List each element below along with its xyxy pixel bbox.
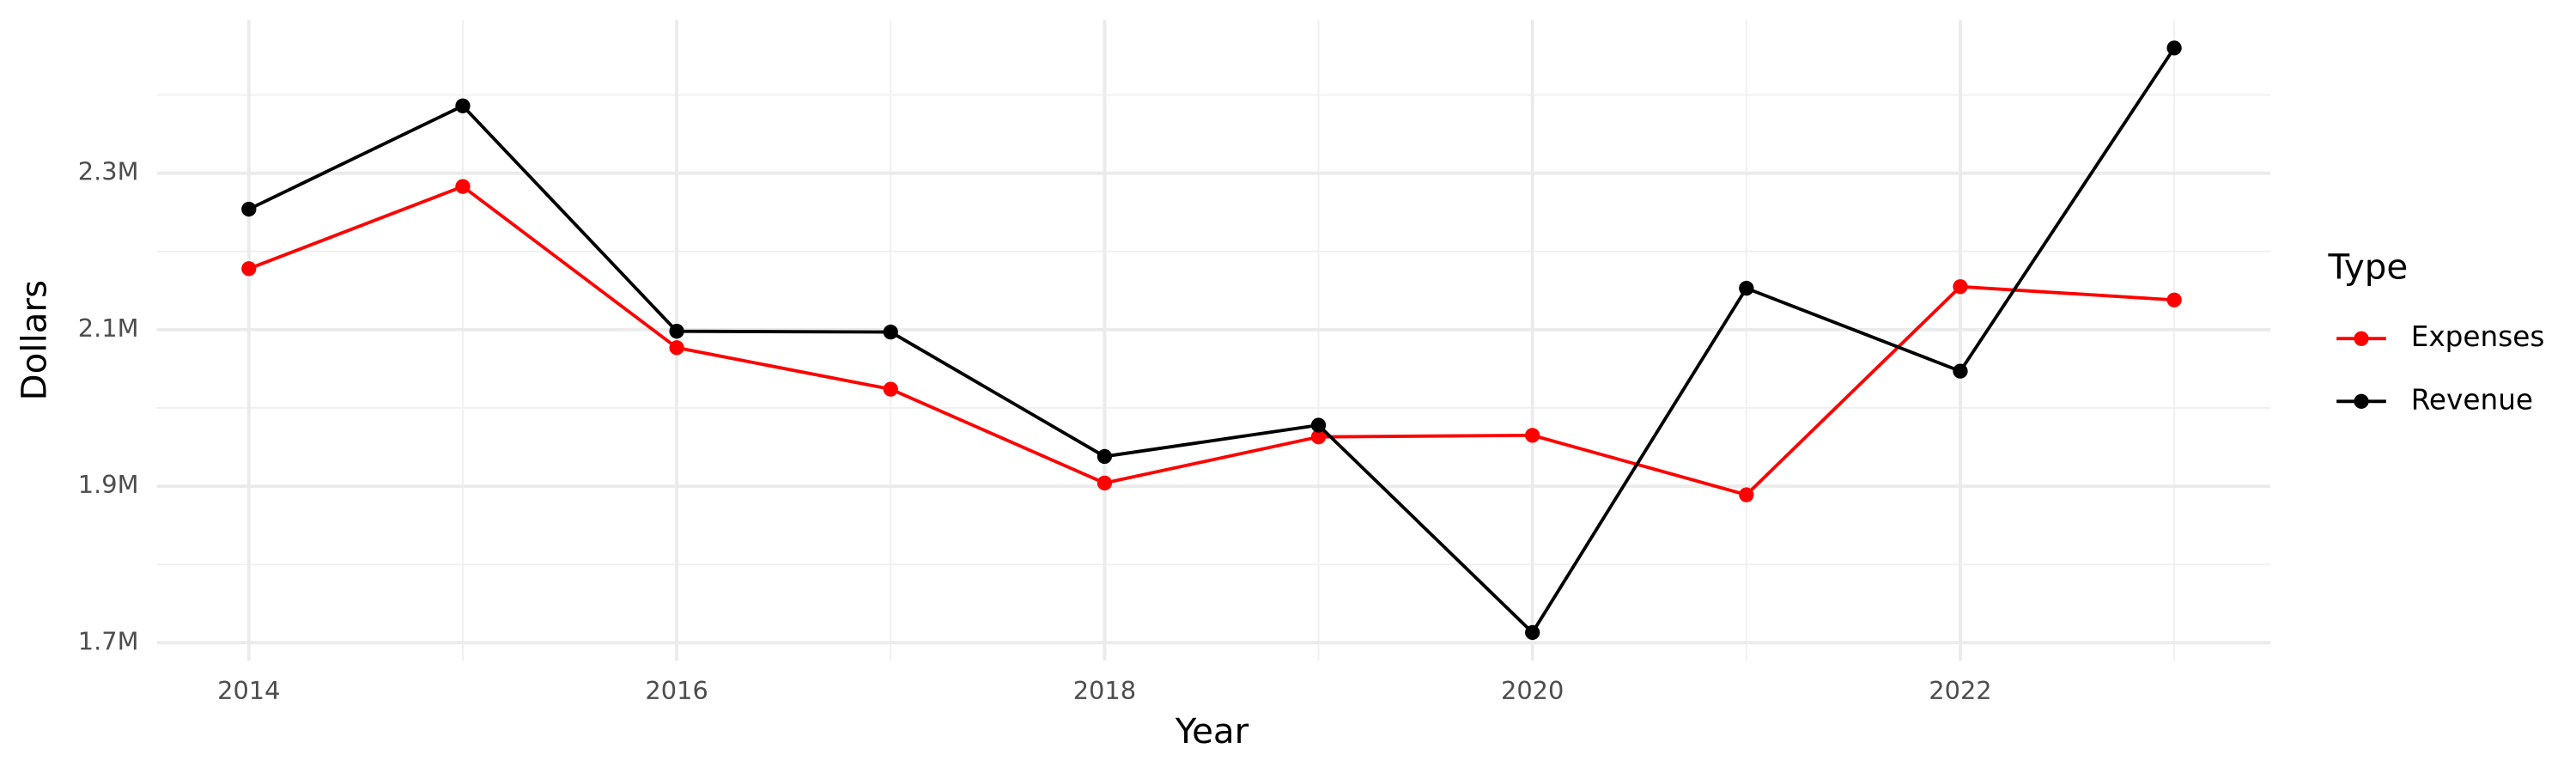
y-tick-label: 1.9M [78,470,139,499]
data-point [1310,417,1327,433]
legend-label: Expenses [2411,320,2545,353]
data-point [2166,292,2182,307]
legend-key-point [2354,393,2369,409]
x-tick-label: 2016 [645,676,708,705]
x-tick-label: 2022 [1929,676,1991,705]
legend-label: Revenue [2411,383,2533,416]
legend-key-point [2354,331,2369,346]
data-point [455,179,471,194]
x-tick-label: 2020 [1501,676,1564,705]
series-line [247,46,2176,636]
legend-title: Type [2328,247,2409,287]
data-point [1739,487,1754,502]
y-tick-label: 2.1M [78,313,139,343]
data-point [669,324,684,339]
data-point [883,324,898,340]
data-point [1525,428,1540,443]
data-point [1097,475,1113,491]
data-point [883,381,898,397]
data-point [1310,429,1327,445]
x-tick-label: 2014 [217,676,280,705]
data-point [1097,448,1113,465]
data-point [2166,40,2182,56]
data-point [241,261,257,277]
x-axis-title: Year [1175,711,1249,752]
data-point [1953,279,1968,295]
y-tick-label: 2.3M [78,157,139,186]
series-line [248,184,2175,497]
data-point [669,340,684,356]
data-point [1525,624,1540,641]
data-point [1739,280,1754,296]
data-point [241,201,257,217]
y-tick-label: 1.7M [78,626,139,655]
y-axis-title: Dollars [14,280,54,401]
x-tick-label: 2018 [1073,676,1136,705]
data-point [455,98,471,113]
data-point [1953,363,1968,379]
